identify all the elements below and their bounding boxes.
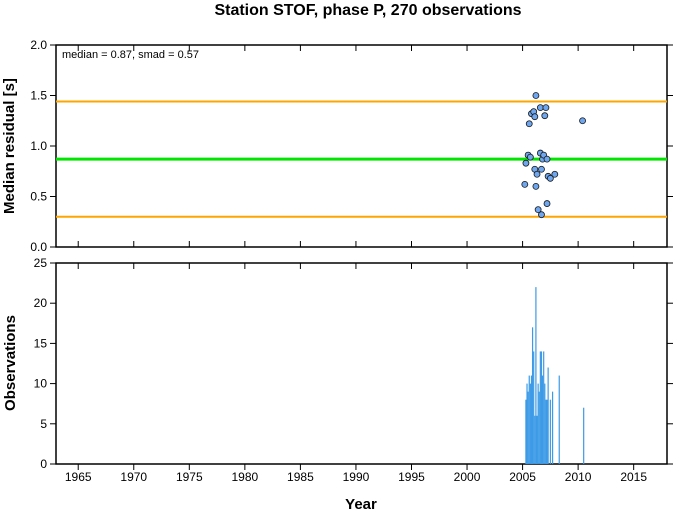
x-tick-label: 1980 bbox=[232, 470, 259, 484]
observation-bar bbox=[525, 399, 527, 464]
residual-point bbox=[538, 165, 545, 173]
x-tick-label: 1975 bbox=[176, 470, 203, 484]
x-tick-label: 2010 bbox=[565, 470, 592, 484]
observations-y-tick-label: 25 bbox=[34, 256, 48, 270]
residual-point bbox=[525, 120, 533, 128]
residual-point bbox=[542, 104, 550, 112]
residual-y-axis-label: Median residual [s] bbox=[1, 78, 18, 214]
x-tick-label: 2015 bbox=[620, 470, 647, 484]
residual-point bbox=[532, 182, 540, 190]
residual-point bbox=[522, 159, 530, 167]
x-tick-label: 1990 bbox=[343, 470, 370, 484]
observations-y-axis-label: Observations bbox=[2, 315, 19, 411]
residual-point bbox=[534, 206, 542, 214]
observation-bar bbox=[538, 391, 540, 464]
observation-bar bbox=[558, 375, 560, 464]
observation-bar bbox=[543, 351, 545, 464]
residual-y-tick-label: 0.5 bbox=[30, 190, 47, 204]
residual-point bbox=[536, 104, 544, 112]
observation-bar bbox=[534, 415, 536, 464]
observation-bar bbox=[528, 375, 530, 464]
residual-point bbox=[532, 92, 540, 99]
chart-title: Station STOF, phase P, 270 observations bbox=[214, 2, 521, 19]
observation-bar bbox=[535, 287, 537, 464]
x-tick-label: 1965 bbox=[65, 470, 92, 484]
observation-bar bbox=[551, 391, 554, 464]
observations-y-tick-label: 5 bbox=[40, 417, 47, 431]
residual-y-tick-label: 1.5 bbox=[30, 89, 47, 103]
observation-bar bbox=[541, 375, 544, 464]
x-tick-label: 2000 bbox=[454, 470, 481, 484]
residual-point bbox=[543, 155, 551, 163]
x-tick-label: 2005 bbox=[509, 470, 536, 484]
observation-bar bbox=[536, 415, 538, 464]
observation-bar bbox=[540, 351, 543, 464]
observation-bar bbox=[530, 375, 533, 464]
stats-annotation: median = 0.87, smad = 0.57 bbox=[62, 49, 199, 61]
residual-point bbox=[551, 170, 559, 178]
observation-bar bbox=[549, 399, 551, 464]
observations-y-tick-label: 0 bbox=[40, 457, 47, 471]
residual-y-tick-label: 0.0 bbox=[30, 240, 47, 254]
residual-point bbox=[531, 113, 539, 121]
residual-point bbox=[579, 117, 586, 125]
residual-panel: median = 0.87, smad = 0.57 Median residu… bbox=[1, 38, 673, 254]
observations-y-tick-label: 10 bbox=[34, 377, 48, 391]
residual-y-tick-label: 1.0 bbox=[30, 139, 47, 153]
observation-bar bbox=[545, 399, 547, 464]
residual-plot-frame bbox=[55, 44, 668, 248]
x-tick-label: 1995 bbox=[398, 470, 425, 484]
residual-y-tick-label: 2.0 bbox=[30, 38, 47, 52]
observation-bar bbox=[526, 383, 528, 464]
observation-bar bbox=[529, 383, 531, 464]
observations-panel: Observations 0 5 10 15 20 25 1965 1970 1975 1980 1… bbox=[2, 256, 673, 484]
observation-bar bbox=[531, 327, 534, 464]
x-axis-label: Year bbox=[345, 496, 377, 511]
observations-y-tick-label: 15 bbox=[34, 336, 48, 350]
residual-point bbox=[546, 174, 554, 182]
observation-bar bbox=[546, 399, 548, 464]
observation-bar bbox=[547, 367, 549, 464]
observation-bar bbox=[537, 383, 539, 464]
residual-point bbox=[543, 200, 551, 207]
observation-bar bbox=[544, 383, 546, 464]
residual-point bbox=[533, 170, 541, 178]
residual-point bbox=[521, 180, 529, 188]
observations-plot-frame bbox=[55, 262, 668, 465]
residual-point bbox=[538, 211, 545, 219]
observation-bar bbox=[539, 351, 541, 464]
x-tick-label: 1985 bbox=[287, 470, 314, 484]
observations-y-tick-label: 20 bbox=[34, 296, 48, 310]
x-tick-label: 1970 bbox=[120, 470, 147, 484]
observation-bar bbox=[533, 351, 535, 464]
residual-point bbox=[541, 112, 549, 120]
residual-point bbox=[526, 153, 534, 161]
observation-bar bbox=[527, 391, 529, 464]
observation-bar bbox=[583, 407, 585, 464]
